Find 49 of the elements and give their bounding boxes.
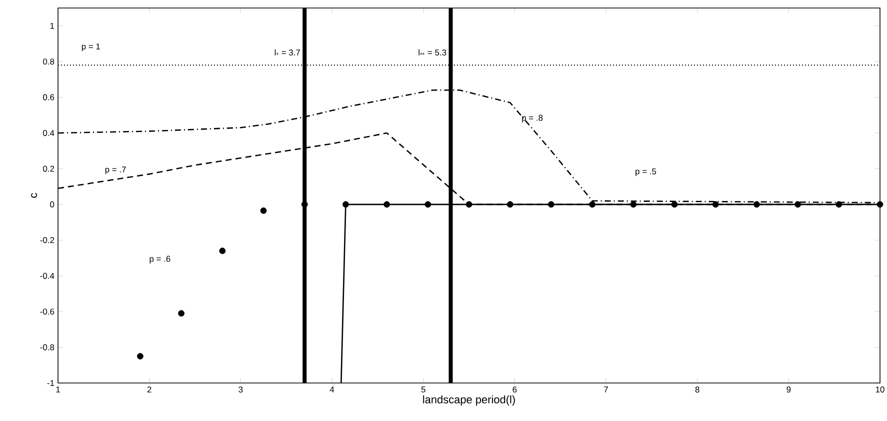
annotation: p = 1 (82, 44, 100, 52)
x-tick-label: 3 (238, 386, 243, 393)
point (589, 201, 596, 208)
point (876, 201, 884, 208)
x-tick-label: 8 (695, 386, 700, 393)
x-tick-label: 9 (786, 386, 791, 393)
point (424, 201, 432, 208)
y-tick-label: 1 (50, 22, 54, 29)
x-tick-label: 4 (330, 386, 334, 392)
y-tick-label: -0.6 (40, 308, 54, 315)
point (260, 207, 267, 214)
point (754, 201, 760, 208)
point (794, 201, 801, 208)
y-tick-label: -0.2 (40, 237, 54, 244)
annotation: p = .8 (522, 114, 543, 122)
ref-line-label: l$_{*}$ = 3.7 (274, 49, 300, 56)
y-tick-label: -1 (47, 380, 54, 386)
point (137, 353, 144, 360)
y-tick-label: -0.8 (40, 344, 54, 350)
point (301, 201, 308, 208)
x-axis-title: landscape period(l) (423, 395, 515, 406)
annotation: p = .7 (105, 166, 126, 174)
ref-line-label: l$_{**}$ = 5.3 (418, 49, 446, 56)
x-tick-label: 5 (421, 386, 426, 392)
y-tick-label: 0 (50, 201, 54, 208)
x-tick-label: 2 (147, 386, 152, 392)
point (836, 201, 842, 208)
point (466, 201, 472, 208)
x-tick-label: 6 (512, 386, 517, 393)
annotation: p = .6 (150, 256, 170, 264)
point (671, 201, 678, 208)
point (548, 201, 554, 208)
x-tick-label: 10 (876, 386, 884, 393)
point (219, 248, 226, 254)
y-tick-label: 0.8 (43, 58, 54, 65)
y-tick-label: 0.6 (43, 94, 54, 100)
y-tick-label: 0.4 (43, 130, 54, 136)
y-tick-label: 0.2 (43, 166, 54, 172)
y-tick-label: -0.4 (40, 272, 54, 279)
point (178, 310, 184, 317)
point (630, 201, 637, 208)
point (384, 201, 390, 208)
x-tick-label: 1 (56, 386, 60, 392)
point (712, 201, 719, 208)
point (506, 201, 514, 208)
point (342, 201, 349, 208)
annotation: p = .5 (636, 168, 656, 176)
x-tick-label: 7 (604, 386, 608, 392)
y-axis-title: c (31, 193, 38, 198)
